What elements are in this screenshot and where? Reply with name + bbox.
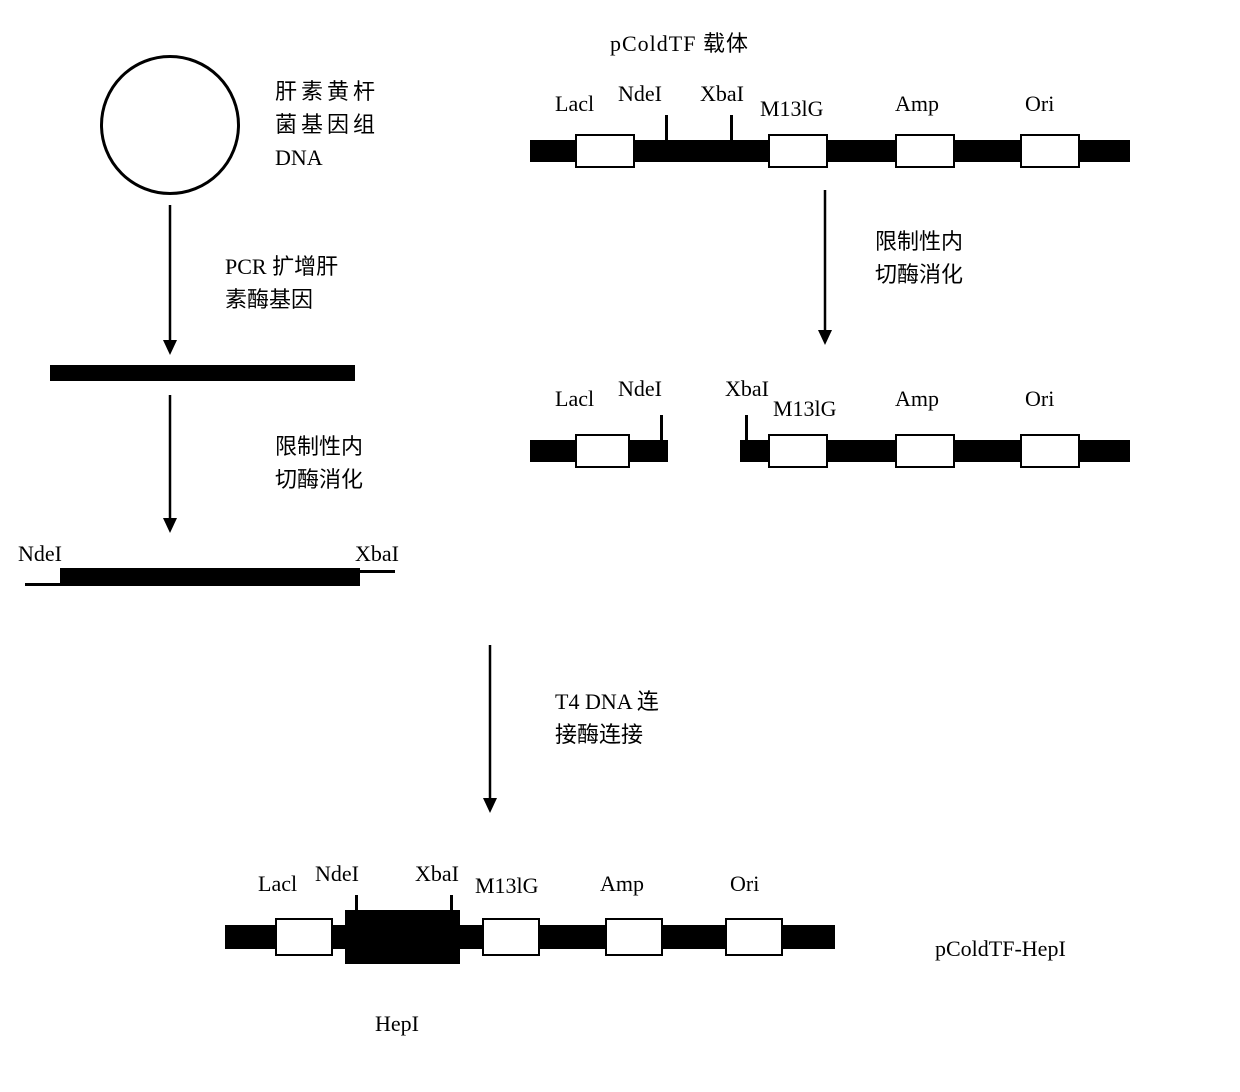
vector-top-box-lacl bbox=[575, 134, 635, 168]
digest-right-line1: 限制性内 bbox=[875, 225, 963, 258]
vector-top-m13: M13lG bbox=[760, 95, 824, 124]
vector-cut-ndei: NdeI bbox=[618, 375, 662, 404]
insert-right-overhang bbox=[350, 570, 395, 573]
final-ori: Ori bbox=[730, 870, 759, 899]
final-insert-block bbox=[345, 910, 460, 964]
pcr-line1: PCR 扩增肝 bbox=[225, 250, 338, 283]
final-box-amp bbox=[605, 918, 663, 956]
digest-right-label: 限制性内 切酶消化 bbox=[875, 225, 963, 291]
pcr-step-label: PCR 扩增肝 素酶基因 bbox=[225, 250, 338, 316]
pcr-line2: 素酶基因 bbox=[225, 283, 338, 316]
vector-top-tick-ndei bbox=[665, 115, 668, 140]
digest-right-line2: 切酶消化 bbox=[875, 258, 963, 291]
ndei-label-insert: NdeI bbox=[18, 540, 62, 569]
final-amp: Amp bbox=[600, 870, 644, 899]
final-tick-ndei bbox=[355, 895, 358, 923]
ligation-line1: T4 DNA 连 bbox=[555, 685, 659, 718]
vector-cut-box-amp bbox=[895, 434, 955, 468]
ligation-label: T4 DNA 连 接酶连接 bbox=[555, 685, 659, 751]
ligation-line2: 接酶连接 bbox=[555, 718, 659, 751]
final-m13: M13lG bbox=[475, 872, 539, 901]
final-box-m13 bbox=[482, 918, 540, 956]
pcr-product-bar bbox=[50, 365, 355, 381]
final-hep-label: HepI bbox=[375, 1010, 419, 1039]
vector-top-ori: Ori bbox=[1025, 90, 1054, 119]
vector-top-tick-xbai bbox=[730, 115, 733, 140]
vector-top-xbai: XbaI bbox=[700, 80, 744, 109]
final-lacl: Lacl bbox=[258, 870, 297, 899]
arrow-digest-left bbox=[160, 395, 180, 533]
digest-left-line1: 限制性内 bbox=[275, 430, 363, 463]
final-tick-xbai bbox=[450, 895, 453, 923]
arrow-pcr bbox=[160, 205, 180, 355]
vector-top-box-m13 bbox=[768, 134, 828, 168]
final-construct-name: pColdTF-HepI bbox=[935, 935, 1066, 964]
genomic-line2: 菌基因组 bbox=[275, 108, 379, 141]
vector-top-lacl: Lacl bbox=[555, 90, 594, 119]
genomic-line1: 肝素黄杆 bbox=[275, 75, 379, 108]
vector-cut-xbai: XbaI bbox=[725, 375, 769, 404]
vector-cut-amp: Amp bbox=[895, 385, 939, 414]
digest-left-line2: 切酶消化 bbox=[275, 463, 363, 496]
digest-left-label: 限制性内 切酶消化 bbox=[275, 430, 363, 496]
vector-cut-left-box-lacl bbox=[575, 434, 630, 468]
vector-cut-tick-xbai bbox=[745, 415, 748, 440]
vector-top-box-amp bbox=[895, 134, 955, 168]
vector-cut-tick-ndei bbox=[660, 415, 663, 440]
final-box-lacl bbox=[275, 918, 333, 956]
xbai-label-insert: XbaI bbox=[355, 540, 399, 569]
final-box-ori bbox=[725, 918, 783, 956]
vector-top-ndei: NdeI bbox=[618, 80, 662, 109]
vector-top-box-ori bbox=[1020, 134, 1080, 168]
vector-cut-m13: M13lG bbox=[773, 395, 837, 424]
vector-title: pColdTF 载体 bbox=[610, 30, 749, 59]
final-ndei: NdeI bbox=[315, 860, 359, 889]
vector-cut-box-ori bbox=[1020, 434, 1080, 468]
arrow-ligation bbox=[480, 645, 500, 813]
vector-cut-ori: Ori bbox=[1025, 385, 1054, 414]
genomic-dna-circle bbox=[100, 55, 240, 195]
final-xbai: XbaI bbox=[415, 860, 459, 889]
vector-cut-box-m13 bbox=[768, 434, 828, 468]
genomic-dna-label: 肝素黄杆 菌基因组 DNA bbox=[275, 75, 379, 174]
vector-top-amp: Amp bbox=[895, 90, 939, 119]
vector-cut-lacl: Lacl bbox=[555, 385, 594, 414]
digested-insert-bar bbox=[60, 568, 360, 586]
genomic-line3: DNA bbox=[275, 141, 379, 174]
arrow-digest-right bbox=[815, 190, 835, 345]
